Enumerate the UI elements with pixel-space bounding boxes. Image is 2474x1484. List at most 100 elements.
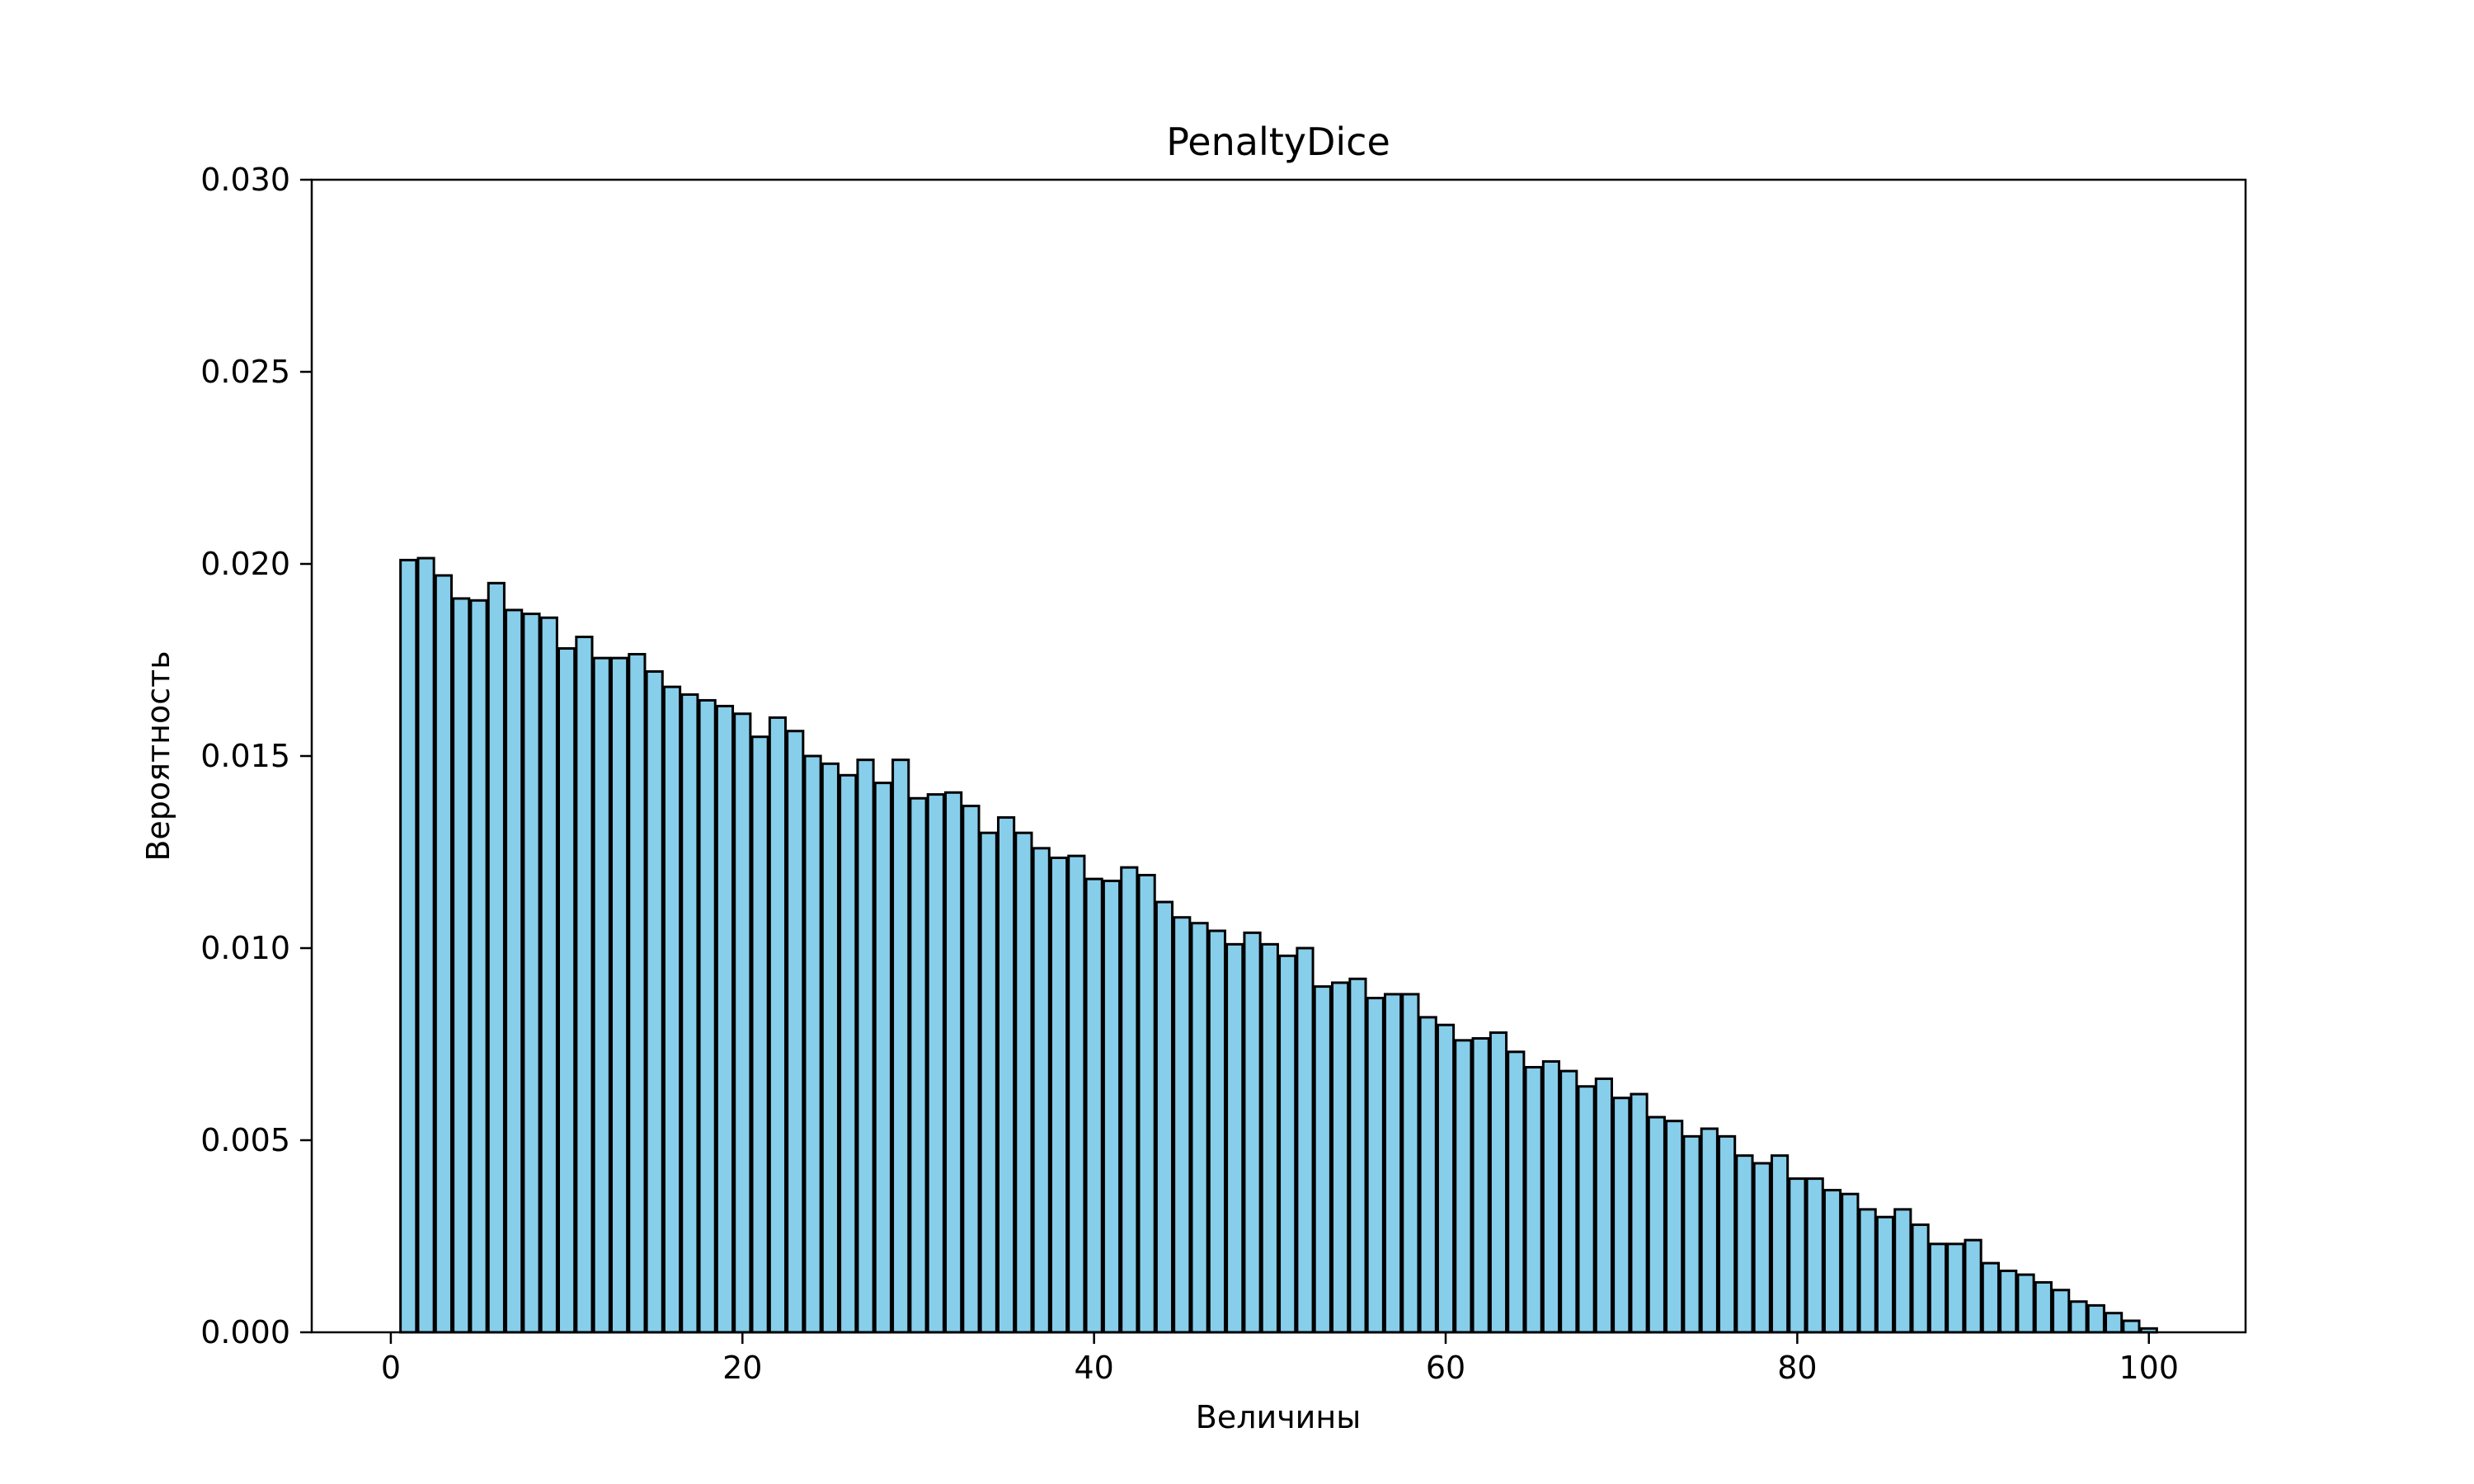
bar-86 — [1893, 1208, 1912, 1334]
bar-62 — [1471, 1037, 1490, 1334]
bar-48 — [1225, 942, 1244, 1334]
bar-98 — [2105, 1312, 2124, 1334]
bar-34 — [979, 831, 998, 1334]
y-tick-label: 0.015 — [200, 738, 290, 774]
bar-16 — [662, 685, 682, 1334]
bar-35 — [996, 816, 1016, 1334]
bar-69 — [1594, 1077, 1613, 1334]
bar-63 — [1489, 1031, 1508, 1334]
bar-91 — [1981, 1261, 2000, 1334]
bar-46 — [1190, 922, 1209, 1334]
bar-83 — [1841, 1192, 1860, 1334]
x-tick-label: 20 — [722, 1350, 762, 1386]
bar-47 — [1207, 929, 1226, 1334]
bar-29 — [891, 758, 910, 1334]
x-axis-title: Величины — [1196, 1399, 1361, 1435]
bar-54 — [1331, 981, 1350, 1334]
bar-7 — [505, 608, 524, 1334]
bar-1 — [399, 558, 418, 1334]
bar-8 — [522, 613, 541, 1334]
bar-39 — [1067, 854, 1086, 1334]
bar-58 — [1401, 993, 1420, 1334]
bar-17 — [680, 693, 699, 1334]
bar-38 — [1049, 856, 1069, 1334]
bar-78 — [1752, 1162, 1771, 1334]
bar-79 — [1770, 1154, 1790, 1334]
bar-5 — [469, 599, 488, 1334]
bar-85 — [1875, 1215, 1895, 1334]
bar-93 — [2016, 1273, 2035, 1334]
bar-52 — [1296, 946, 1315, 1334]
x-tick-label: 60 — [1426, 1350, 1465, 1386]
y-tick-label: 0.025 — [200, 354, 290, 390]
bar-82 — [1823, 1189, 1842, 1334]
bar-49 — [1243, 931, 1262, 1334]
bar-94 — [2034, 1280, 2053, 1334]
bar-84 — [1858, 1208, 1877, 1334]
bar-67 — [1559, 1069, 1578, 1334]
bar-37 — [1032, 847, 1051, 1334]
bar-90 — [1964, 1238, 1982, 1334]
x-tick-label: 40 — [1074, 1350, 1113, 1386]
bar-26 — [839, 773, 858, 1334]
bar-60 — [1436, 1023, 1456, 1334]
bar-64 — [1507, 1050, 1526, 1334]
bar-12 — [592, 656, 611, 1334]
y-axis: 0.000 0.005 0.010 0.015 0.020 0.025 0.030 — [200, 162, 312, 1350]
x-tick-label: 80 — [1777, 1350, 1817, 1386]
x-tick-label: 0 — [381, 1350, 401, 1386]
bar-18 — [698, 698, 717, 1334]
bar-80 — [1788, 1177, 1807, 1334]
bar-81 — [1805, 1177, 1824, 1334]
y-tick-label: 0.030 — [200, 162, 290, 198]
x-axis: 0 20 40 60 80 100 — [381, 1332, 2179, 1386]
y-tick-label: 0.020 — [200, 546, 290, 582]
bar-44 — [1155, 900, 1174, 1334]
y-axis-title: Вероятность — [140, 650, 176, 861]
bar-15 — [645, 669, 664, 1334]
bar-2 — [416, 556, 435, 1334]
bar-68 — [1577, 1085, 1596, 1334]
bar-21 — [750, 735, 769, 1334]
bar-11 — [575, 636, 594, 1334]
bar-31 — [926, 793, 945, 1334]
bar-13 — [609, 656, 629, 1334]
bar-14 — [628, 653, 647, 1334]
bar-25 — [821, 762, 840, 1334]
bar-6 — [487, 581, 506, 1334]
bar-89 — [1946, 1242, 1965, 1334]
bar-22 — [768, 716, 788, 1334]
bar-77 — [1735, 1154, 1754, 1334]
bar-27 — [856, 758, 875, 1334]
bar-50 — [1260, 942, 1279, 1334]
bar-43 — [1137, 873, 1156, 1334]
bar-92 — [1999, 1269, 2018, 1334]
bar-41 — [1102, 879, 1122, 1334]
bar-74 — [1682, 1134, 1701, 1334]
chart-title: PenaltyDice — [1166, 120, 1390, 164]
bar-40 — [1084, 877, 1103, 1334]
bar-76 — [1718, 1134, 1737, 1334]
bar-73 — [1665, 1120, 1684, 1334]
bar-72 — [1647, 1115, 1666, 1334]
bar-88 — [1928, 1242, 1948, 1334]
bar-66 — [1541, 1059, 1561, 1334]
bar-3 — [434, 574, 453, 1334]
bar-23 — [786, 730, 805, 1334]
bar-45 — [1173, 916, 1192, 1334]
bar-97 — [2086, 1303, 2105, 1334]
y-tick-label: 0.005 — [200, 1122, 290, 1158]
bar-71 — [1630, 1092, 1649, 1334]
bar-59 — [1418, 1016, 1437, 1334]
bar-32 — [944, 791, 963, 1334]
bar-33 — [962, 805, 981, 1334]
bar-56 — [1366, 997, 1385, 1334]
bar-20 — [733, 712, 752, 1334]
bar-36 — [1014, 831, 1033, 1334]
bar-57 — [1383, 993, 1403, 1334]
bar-51 — [1278, 954, 1297, 1334]
bar-19 — [715, 704, 735, 1334]
bar-99 — [2122, 1319, 2141, 1334]
bar-61 — [1454, 1039, 1473, 1334]
